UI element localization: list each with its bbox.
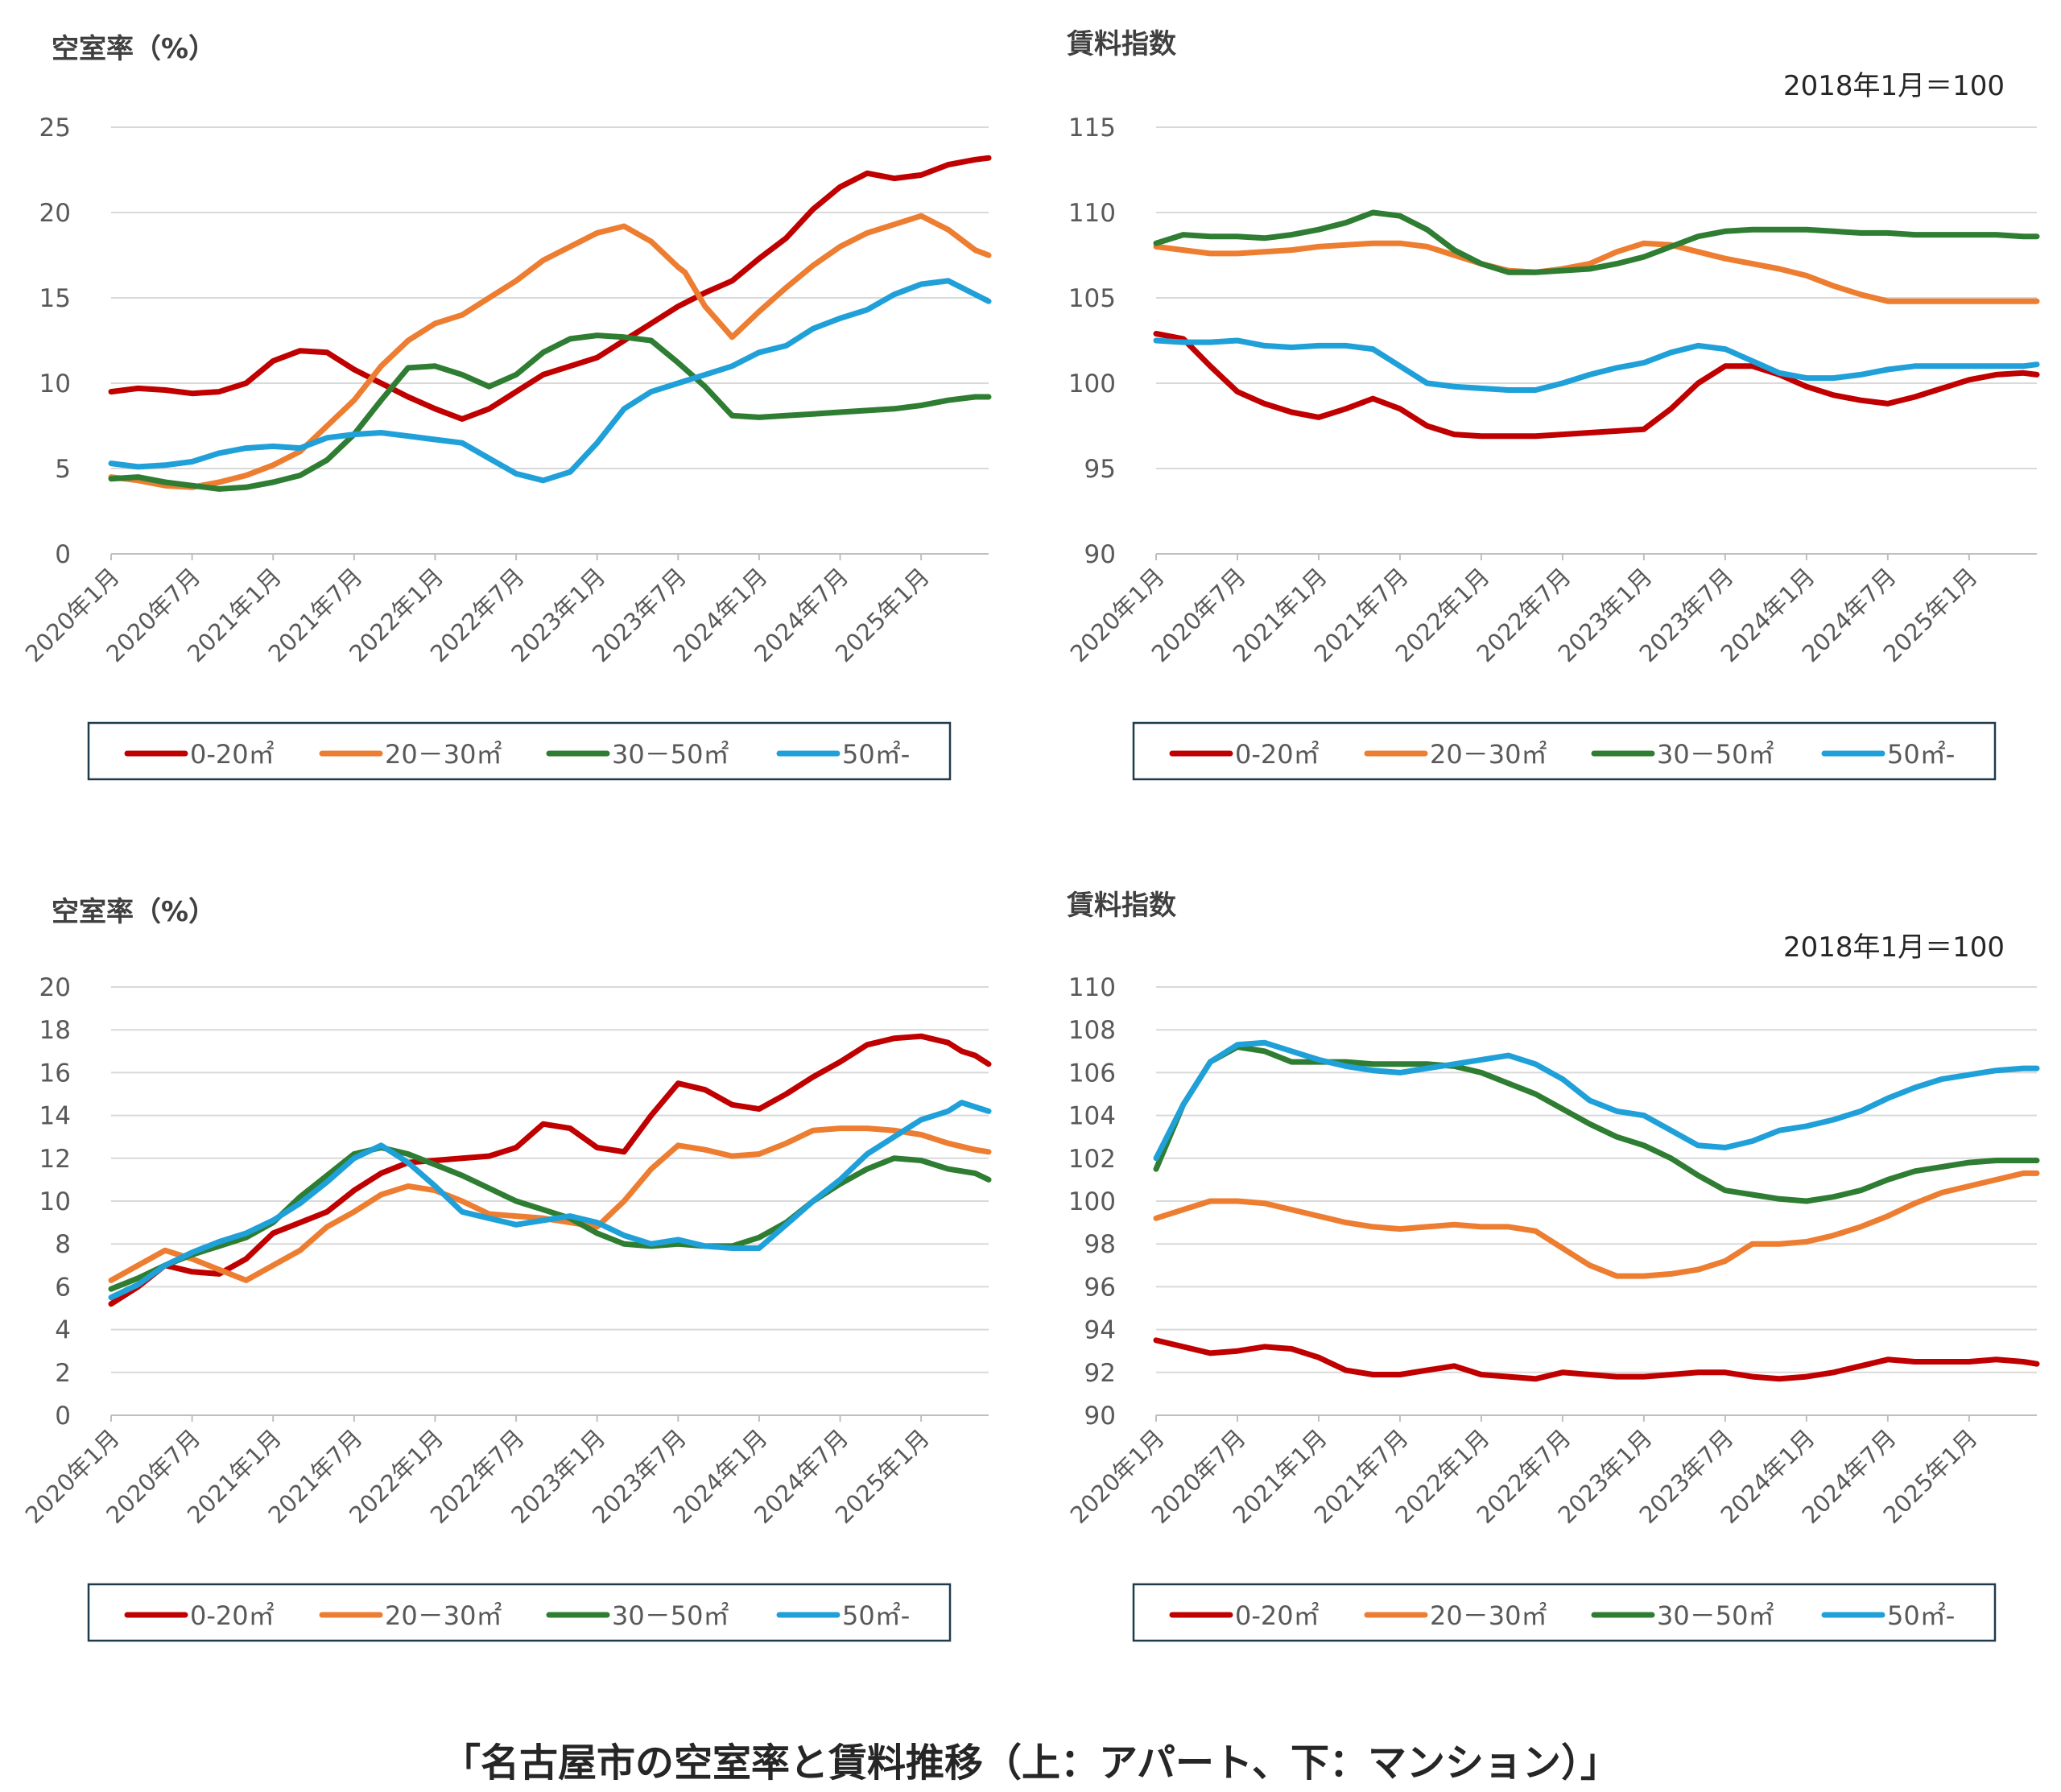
y-tick-label: 104: [1068, 1102, 1116, 1131]
chart-title: 空室率（%）: [52, 896, 216, 928]
y-tick-label: 5: [55, 455, 71, 484]
chart-title: 空室率（%）: [52, 33, 216, 65]
legend-label: 30－50㎡: [612, 1600, 729, 1631]
legend-label: 50㎡-: [1887, 1600, 1955, 1631]
legend: 0-20㎡ 20－30㎡ 30－50㎡ 50㎡-: [87, 1583, 952, 1642]
legend-label: 0-20㎡: [1235, 1600, 1320, 1631]
y-tick-label: 96: [1084, 1273, 1116, 1302]
y-tick-label: 90: [1084, 1402, 1116, 1431]
y-tick-label: 25: [39, 114, 71, 142]
y-tick-label: 20: [39, 973, 71, 1002]
chart-panel-4: 賃料指数 2018年1月＝100 90 92 94 96 98 100 102 104 106 108…: [1065, 890, 2040, 1642]
series-line-20-30: [108, 213, 992, 490]
y-tick-label: 12: [39, 1145, 71, 1174]
index-base-note: 2018年1月＝100: [1783, 70, 2005, 102]
y-tick-label: 8: [55, 1230, 71, 1259]
figure-caption: 「名古屋市の空室率と賃料推移（上：アパート、下：マンション）」: [441, 1740, 1620, 1786]
y-tick-label: 92: [1084, 1359, 1116, 1388]
series-line-20-30: [1153, 1170, 2040, 1279]
y-tick-label: 14: [39, 1102, 71, 1131]
series-line-0-20: [1153, 331, 2040, 440]
y-tick-label: 4: [55, 1316, 71, 1345]
series-line-30-50: [1153, 209, 2040, 275]
series-line-0-20: [108, 1033, 992, 1307]
legend-label: 20－30㎡: [385, 1600, 502, 1631]
y-tick-label: 90: [1084, 540, 1116, 569]
series-line-50: [108, 278, 992, 484]
series-line-0-20: [108, 155, 992, 422]
y-tick-label: 95: [1084, 455, 1116, 484]
y-tick-label: 6: [55, 1273, 71, 1302]
legend-label: 30－50㎡: [612, 739, 729, 770]
series-line-20-30: [108, 1125, 992, 1283]
y-tick-label: 94: [1084, 1316, 1116, 1345]
legend-label: 30－50㎡: [1657, 1600, 1774, 1631]
chart-panel-2: 賃料指数2018年1月＝10090951001051101152020年1月20…: [1065, 28, 2040, 781]
chart-panel-1: 空室率（%）05101520252020年1月2020年7月2021年1月202…: [20, 33, 992, 781]
legend-label: 20－30㎡: [1430, 739, 1547, 770]
legend: 0-20㎡ 20－30㎡ 30－50㎡ 50㎡-: [1132, 1583, 1997, 1642]
y-tick-label: 105: [1068, 284, 1116, 313]
y-tick-label: 98: [1084, 1230, 1116, 1259]
legend: 0-20㎡ 20－30㎡ 30－50㎡ 50㎡-: [87, 721, 952, 781]
chart-title: 賃料指数: [1066, 890, 1176, 922]
legend-label: 0-20㎡: [190, 739, 275, 770]
y-tick-label: 102: [1068, 1145, 1116, 1174]
chart-panel-3: 空室率（%）024681012141618202020年1月2020年7月202…: [20, 896, 992, 1642]
series-line-30-50: [108, 332, 992, 492]
legend: 0-20㎡ 20－30㎡ 30－50㎡ 50㎡-: [1132, 721, 1997, 781]
y-tick-label: 106: [1068, 1059, 1116, 1088]
y-tick-label: 0: [55, 540, 71, 569]
legend-label: 0-20㎡: [190, 1600, 275, 1631]
y-tick-label: 110: [1068, 973, 1116, 1002]
series-line-50: [108, 1100, 992, 1301]
y-tick-label: 100: [1068, 370, 1116, 398]
series-line-20-30: [1153, 240, 2040, 304]
legend-label: 20－30㎡: [1430, 1600, 1547, 1631]
y-tick-label: 108: [1068, 1016, 1116, 1045]
series-line-30-50: [1153, 1044, 2040, 1204]
series-line-50: [1153, 1039, 2040, 1162]
series-line-50: [1153, 337, 2040, 393]
y-tick-label: 0: [55, 1402, 71, 1431]
y-tick-label: 20: [39, 199, 71, 228]
series-line-0-20: [1153, 1337, 2040, 1382]
legend-label: 20－30㎡: [385, 739, 502, 770]
y-tick-label: 15: [39, 284, 71, 313]
y-tick-label: 2: [55, 1359, 71, 1388]
series-line-30-50: [108, 1145, 992, 1292]
legend-label: 50㎡-: [842, 739, 910, 770]
legend-label: 30－50㎡: [1657, 739, 1774, 770]
legend-label: 0-20㎡: [1235, 739, 1320, 770]
chart-title: 賃料指数: [1066, 28, 1176, 60]
legend-label: 50㎡-: [1887, 739, 1955, 770]
y-tick-label: 115: [1068, 114, 1116, 142]
y-tick-label: 100: [1068, 1187, 1116, 1216]
y-tick-label: 10: [39, 370, 71, 398]
legend-label: 50㎡-: [842, 1600, 910, 1631]
y-tick-label: 16: [39, 1059, 71, 1088]
index-base-note: 2018年1月＝100: [1783, 931, 2005, 964]
y-tick-label: 10: [39, 1187, 71, 1216]
y-tick-label: 110: [1068, 199, 1116, 228]
y-tick-label: 18: [39, 1016, 71, 1045]
